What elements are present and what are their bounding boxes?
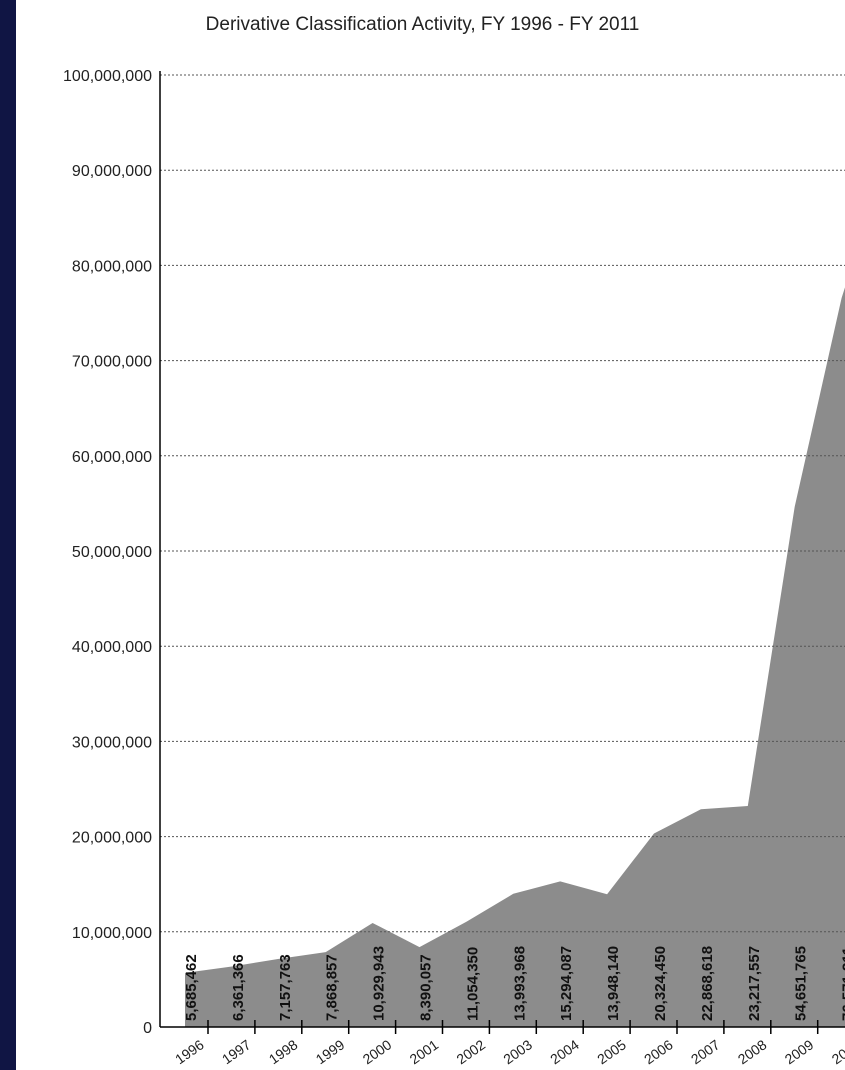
y-tick-label: 90,000,000 xyxy=(72,163,152,180)
x-tick-label: 2004 xyxy=(547,1036,582,1067)
x-tick-label: 2008 xyxy=(735,1036,770,1067)
x-tick-label: 2003 xyxy=(500,1036,535,1067)
x-tick-label: 2001 xyxy=(407,1036,442,1067)
y-tick-label: 0 xyxy=(143,1020,152,1037)
y-tick-label: 60,000,000 xyxy=(72,449,152,466)
x-tick-label: 2010 xyxy=(829,1036,845,1067)
x-tick-label: 1999 xyxy=(313,1036,348,1067)
x-tick-label: 2002 xyxy=(453,1036,488,1067)
chart-title: Derivative Classification Activity, FY 1… xyxy=(205,14,640,35)
data-label: 13,993,968 xyxy=(511,946,528,1021)
area-series xyxy=(185,287,845,1027)
x-tick-label: 1998 xyxy=(266,1036,301,1067)
data-label: 8,390,057 xyxy=(418,954,435,1021)
x-tick-label: 2007 xyxy=(688,1036,723,1067)
data-label: 11,054,350 xyxy=(464,947,481,1021)
data-label: 5,685,462 xyxy=(183,954,200,1021)
data-label: 23,217,557 xyxy=(746,946,763,1021)
data-label: 10,929,943 xyxy=(371,946,388,1021)
x-tick-label: 2006 xyxy=(641,1036,676,1067)
x-tick-label: 2005 xyxy=(594,1036,629,1067)
data-label: 22,868,618 xyxy=(699,946,716,1021)
data-label: 7,157,763 xyxy=(277,954,294,1021)
y-tick-label: 50,000,000 xyxy=(72,544,152,561)
y-tick-label: 20,000,000 xyxy=(72,830,152,847)
y-tick-label: 30,000,000 xyxy=(72,734,152,751)
x-tick-label: 1996 xyxy=(172,1036,207,1067)
data-label: 6,361,366 xyxy=(230,954,247,1021)
x-tick-label: 1997 xyxy=(219,1036,254,1067)
y-tick-label: 40,000,000 xyxy=(72,639,152,656)
data-label: 76,571,211 xyxy=(840,947,845,1021)
data-label: 15,294,087 xyxy=(558,946,575,1021)
y-tick-label: 80,000,000 xyxy=(72,258,152,275)
data-label: 13,948,140 xyxy=(605,946,622,1021)
data-label: 20,324,450 xyxy=(652,946,669,1021)
data-label: 54,651,765 xyxy=(793,946,810,1021)
y-tick-label: 70,000,000 xyxy=(72,354,152,371)
x-tick-label: 2009 xyxy=(782,1036,817,1067)
y-tick-label: 100,000,000 xyxy=(63,68,152,85)
y-tick-label: 10,000,000 xyxy=(72,925,152,942)
x-tick-label: 2000 xyxy=(360,1036,395,1067)
data-label: 7,868,857 xyxy=(324,954,341,1021)
